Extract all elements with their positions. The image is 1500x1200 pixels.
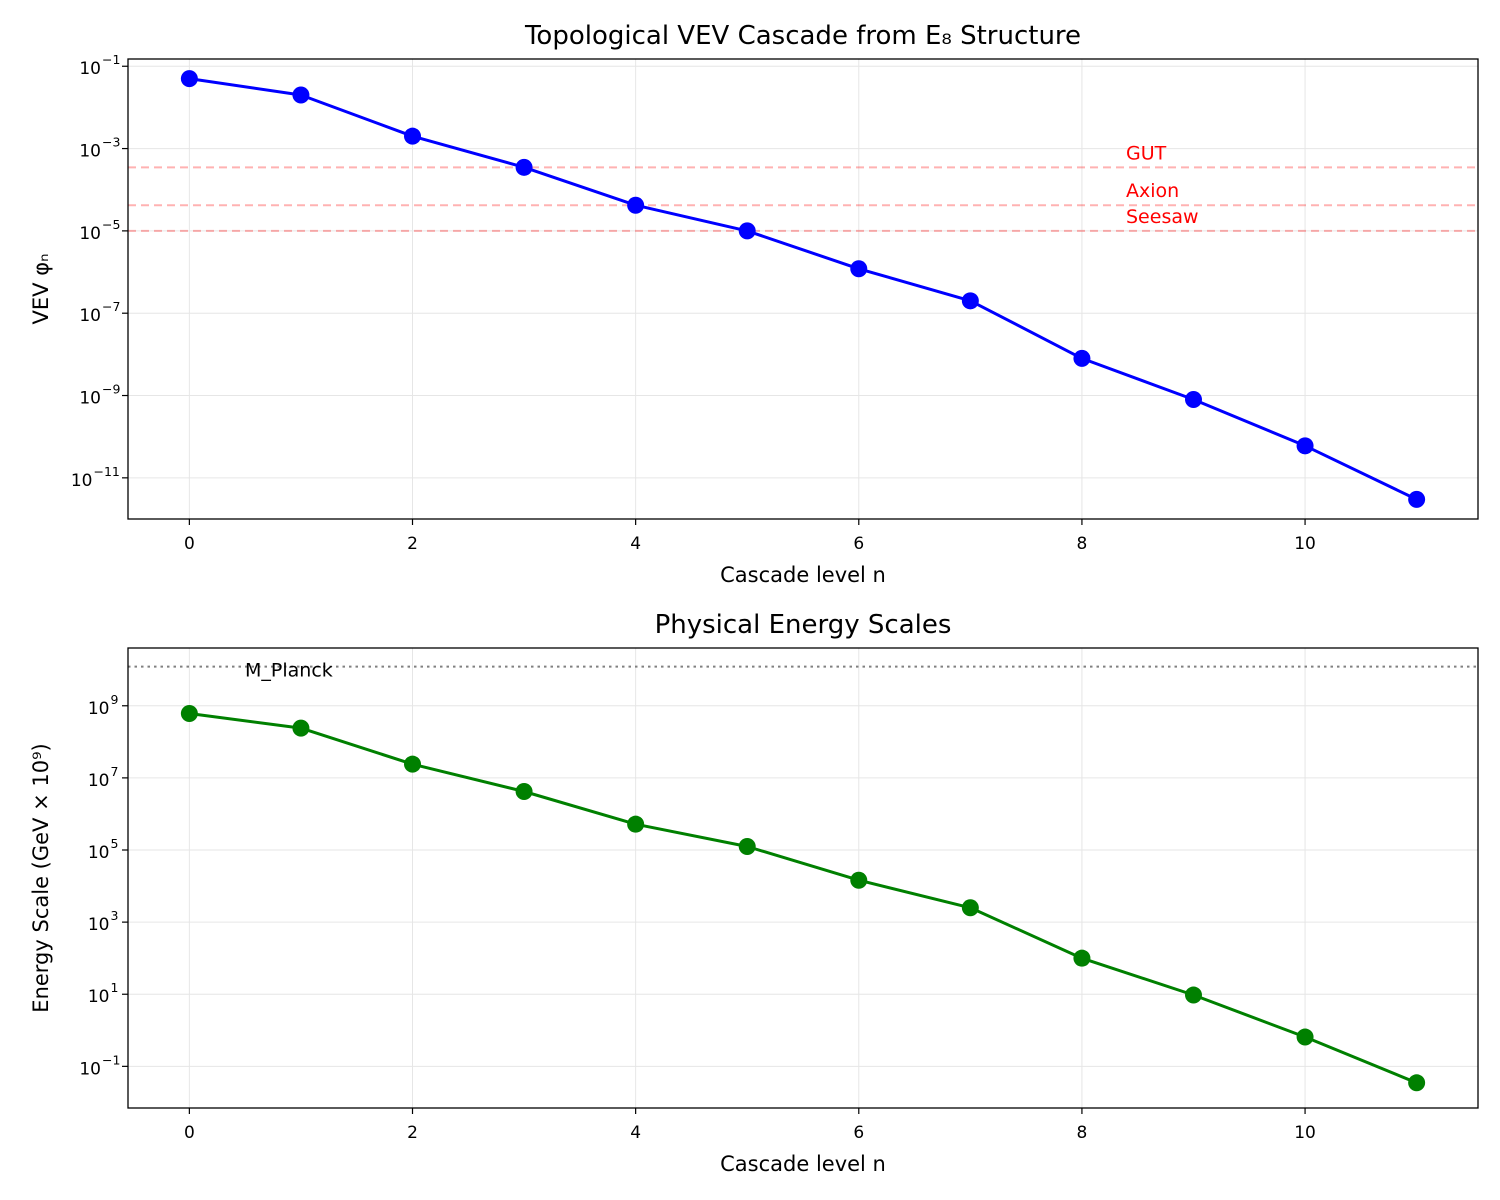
data-point bbox=[1184, 391, 1202, 409]
y-tick-label: 10 1 bbox=[88, 980, 119, 1007]
y-tick-label-exponent: −3 bbox=[102, 135, 120, 150]
y-tick-label: 10 7 bbox=[88, 764, 119, 791]
y-tick-label-exponent: −1 bbox=[102, 1052, 120, 1067]
data-point bbox=[515, 158, 533, 176]
y-tick-label-exponent: −11 bbox=[94, 464, 120, 479]
data-point bbox=[1408, 1074, 1426, 1092]
axes-frame bbox=[127, 647, 1479, 1109]
y-tick-label: 10 −11 bbox=[71, 464, 120, 491]
y-tick-label: 10 3 bbox=[88, 908, 119, 935]
y-axis-label: VEV φₙ bbox=[29, 254, 53, 325]
data-point bbox=[515, 782, 533, 800]
x-tick-label: 6 bbox=[853, 534, 864, 554]
y-tick-label-exponent: 5 bbox=[111, 836, 119, 851]
data-point bbox=[627, 815, 645, 833]
data-point bbox=[850, 871, 868, 889]
x-tick-label: 8 bbox=[1077, 534, 1088, 554]
y-tick-label-exponent: −9 bbox=[102, 382, 120, 397]
data-point bbox=[961, 292, 979, 310]
data-point bbox=[850, 260, 868, 278]
y-tick-label: 10 −5 bbox=[79, 217, 120, 244]
y-tick-label-base: 10 bbox=[88, 915, 110, 935]
x-tick-label: 4 bbox=[630, 534, 641, 554]
x-tick-label: 0 bbox=[184, 534, 195, 554]
reference-line-label: GUT bbox=[1126, 142, 1167, 164]
x-tick-label: 10 bbox=[1294, 1123, 1316, 1143]
y-tick-label: 10 −1 bbox=[79, 1052, 120, 1079]
data-point bbox=[738, 838, 756, 856]
x-tick-label: 10 bbox=[1294, 534, 1316, 554]
y-tick-label-base: 10 bbox=[88, 699, 110, 719]
data-point bbox=[180, 70, 198, 88]
chart-title: Topological VEV Cascade from E₈ Structur… bbox=[524, 21, 1081, 51]
x-tick-label: 0 bbox=[184, 1123, 195, 1143]
y-tick-label-base: 10 bbox=[71, 471, 93, 491]
x-axis-label: Cascade level n bbox=[720, 1152, 886, 1176]
data-point bbox=[404, 127, 422, 145]
x-tick-label: 6 bbox=[853, 1123, 864, 1143]
data-point bbox=[1073, 349, 1091, 367]
data-point bbox=[738, 222, 756, 240]
y-tick-label-base: 10 bbox=[79, 142, 101, 162]
x-tick-label: 2 bbox=[407, 534, 418, 554]
data-point bbox=[180, 705, 198, 723]
y-tick-label: 10 5 bbox=[88, 836, 119, 863]
y-tick-label-exponent: 1 bbox=[111, 980, 119, 995]
data-point bbox=[1296, 1028, 1314, 1046]
data-point bbox=[961, 899, 979, 917]
data-point bbox=[1184, 986, 1202, 1004]
chart-title: Physical Energy Scales bbox=[655, 610, 952, 640]
y-tick-label-exponent: 7 bbox=[111, 764, 119, 779]
reference-line-label: M_Planck bbox=[245, 660, 333, 682]
y-tick-label-exponent: −1 bbox=[102, 52, 120, 67]
y-tick-label-exponent: 3 bbox=[111, 908, 119, 923]
series-line bbox=[189, 77, 1418, 501]
y-tick-label-base: 10 bbox=[79, 1059, 101, 1079]
data-point bbox=[1408, 490, 1426, 508]
y-tick-label-exponent: 9 bbox=[111, 692, 119, 707]
reference-line-label: Seesaw bbox=[1126, 206, 1199, 228]
y-tick-label: 10 9 bbox=[88, 692, 119, 719]
axes-frame bbox=[127, 58, 1479, 520]
y-tick-label-base: 10 bbox=[88, 771, 110, 791]
data-point bbox=[292, 86, 310, 104]
y-tick-label: 10 −9 bbox=[79, 382, 120, 409]
data-point bbox=[292, 719, 310, 737]
y-axis-label: Energy Scale (GeV × 10⁹) bbox=[29, 743, 53, 1012]
x-tick-label: 2 bbox=[407, 1123, 418, 1143]
data-point bbox=[627, 196, 645, 214]
series-line bbox=[189, 712, 1418, 1085]
x-axis-label: Cascade level n bbox=[720, 563, 886, 587]
reference-line-label: Axion bbox=[1126, 180, 1179, 202]
data-point bbox=[1296, 437, 1314, 455]
y-tick-label-base: 10 bbox=[88, 987, 110, 1007]
data-point bbox=[404, 755, 422, 773]
y-tick-label: 10 −7 bbox=[79, 299, 120, 326]
y-tick-label: 10 −3 bbox=[79, 135, 120, 162]
y-tick-label-base: 10 bbox=[79, 306, 101, 326]
data-point bbox=[1073, 949, 1091, 967]
y-tick-label-exponent: −5 bbox=[102, 217, 120, 232]
y-tick-label-base: 10 bbox=[79, 224, 101, 244]
x-tick-label: 4 bbox=[630, 1123, 641, 1143]
y-tick-label: 10 −1 bbox=[79, 52, 120, 79]
x-tick-label: 8 bbox=[1077, 1123, 1088, 1143]
y-tick-label-base: 10 bbox=[79, 59, 101, 79]
y-tick-label-exponent: −7 bbox=[102, 299, 120, 314]
y-tick-label-base: 10 bbox=[88, 843, 110, 863]
y-tick-label-base: 10 bbox=[79, 389, 101, 409]
